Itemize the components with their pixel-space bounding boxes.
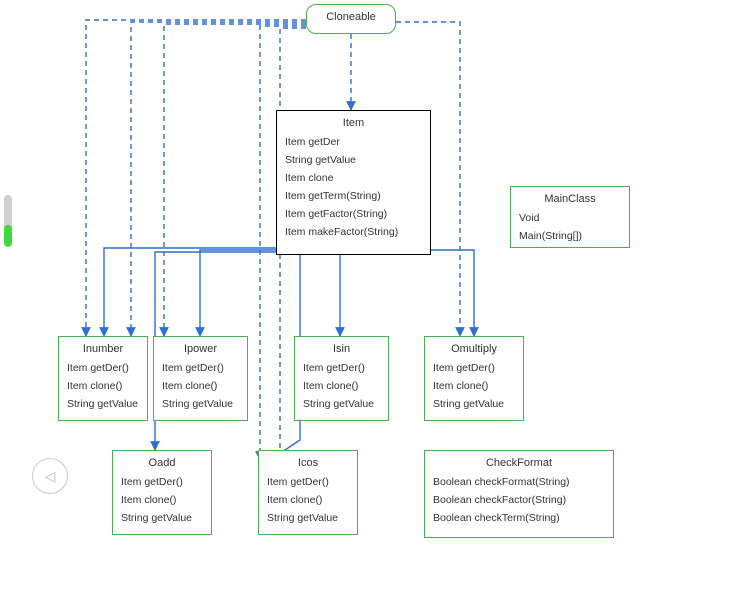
node-member: Item clone() (121, 491, 203, 509)
node-isin: Isin Item getDer()Item clone()String getV… (294, 336, 389, 421)
node-member: String getValue (121, 509, 203, 527)
node-inumber: Inumber Item getDer()Item clone()String g… (58, 336, 148, 421)
node-member: Item getDer() (67, 359, 139, 377)
node-member: String getValue (162, 395, 239, 413)
node-title: MainClass (519, 193, 621, 205)
node-member: Item clone() (162, 377, 239, 395)
node-oadd: Oadd Item getDer()Item clone()String getV… (112, 450, 212, 535)
node-member: Item getDer() (303, 359, 380, 377)
node-member: Item getDer() (121, 473, 203, 491)
node-title: CheckFormat (433, 457, 605, 469)
node-member: Item getDer() (162, 359, 239, 377)
edge-0 (86, 20, 306, 336)
diagram-canvas: { "type": "uml-class-diagram", "colors":… (0, 0, 729, 592)
node-member: Item makeFactor(String) (285, 223, 422, 241)
node-member: Item clone (285, 169, 422, 187)
node-title: Icos (267, 457, 349, 469)
edge-8 (431, 250, 474, 336)
node-member: Void (519, 209, 621, 227)
node-mainclass: MainClass VoidMain(String[]) (510, 186, 630, 248)
node-title: Ipower (162, 343, 239, 355)
node-omultiply: Omultiply Item getDer()Item clone()String… (424, 336, 524, 421)
edge-6 (200, 250, 276, 336)
node-member: String getValue (267, 509, 349, 527)
node-member: Item clone() (303, 377, 380, 395)
node-title: Inumber (67, 343, 139, 355)
node-icos: Icos Item getDer()Item clone()String getV… (258, 450, 358, 535)
node-member: Item getDer() (267, 473, 349, 491)
edge-5 (104, 248, 276, 336)
node-member: Item clone() (433, 377, 515, 395)
node-member: String getValue (303, 395, 380, 413)
node-member: Boolean checkFactor(String) (433, 491, 605, 509)
node-member: Item getTerm(String) (285, 187, 422, 205)
node-member: String getValue (433, 395, 515, 413)
node-member: Boolean checkFormat(String) (433, 473, 605, 491)
prev-nav-button[interactable]: ◁ (32, 458, 68, 494)
node-item: Item Item getDerString getValueItem clone… (276, 110, 431, 255)
scroll-thumb[interactable] (4, 225, 12, 247)
node-title: Omultiply (433, 343, 515, 355)
node-member: Boolean checkTerm(String) (433, 509, 605, 527)
node-member: Item getFactor(String) (285, 205, 422, 223)
node-member: Item clone() (67, 377, 139, 395)
edges-layer (0, 0, 729, 592)
node-member: Item getDer (285, 133, 422, 151)
chevron-left-icon: ◁ (45, 468, 56, 485)
node-cloneable: Cloneable (306, 4, 396, 34)
node-title: Isin (303, 343, 380, 355)
node-member: Item clone() (267, 491, 349, 509)
node-checkformat: CheckFormatBoolean checkFormat(String)Bo… (424, 450, 614, 538)
node-member: String getValue (285, 151, 422, 169)
node-member: Main(String[]) (519, 227, 621, 245)
node-ipower: Ipower Item getDer()Item clone()String ge… (153, 336, 248, 421)
node-member: String getValue (67, 395, 139, 413)
node-title: Cloneable (315, 11, 387, 23)
node-title: Oadd (121, 457, 203, 469)
node-member: Item getDer() (433, 359, 515, 377)
node-title: Item (285, 117, 422, 129)
